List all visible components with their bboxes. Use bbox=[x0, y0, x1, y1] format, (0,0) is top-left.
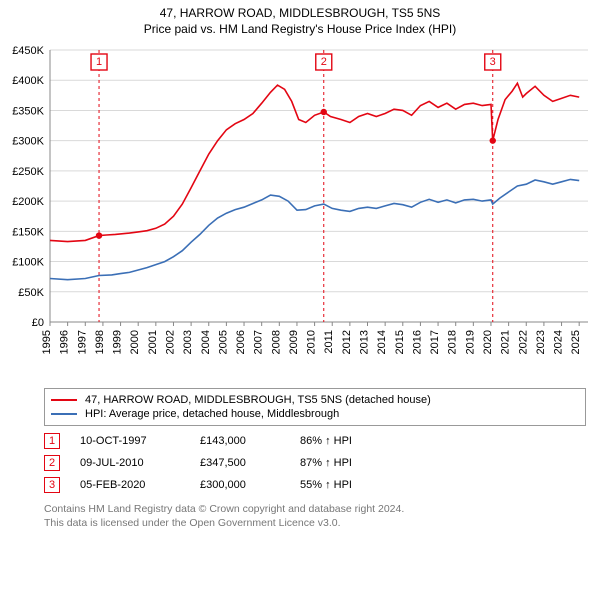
y-tick-label: £200K bbox=[12, 196, 44, 208]
x-tick-label: 1996 bbox=[59, 330, 71, 354]
x-tick-label: 2016 bbox=[411, 330, 423, 354]
chart-subtitle: Price paid vs. HM Land Registry's House … bbox=[0, 22, 600, 36]
chart-area: £0 £50K £100K £150K £200K £250K £300K £350K £400… bbox=[0, 42, 600, 382]
y-tick-label: £250K bbox=[12, 166, 44, 178]
event-flag-number: 3 bbox=[490, 56, 496, 68]
x-tick-label: 2006 bbox=[235, 330, 247, 354]
x-tick-label: 2019 bbox=[464, 330, 476, 354]
x-tick-label: 2012 bbox=[341, 330, 353, 354]
transaction-row: 3 05-FEB-2020 £300,000 55% ↑ HPI bbox=[44, 474, 586, 496]
transaction-price: £300,000 bbox=[200, 479, 280, 491]
y-tick-label: £400K bbox=[12, 75, 44, 87]
transaction-badge: 2 bbox=[44, 455, 60, 471]
x-tick-label: 2010 bbox=[306, 330, 318, 354]
footer-line-2: This data is licensed under the Open Gov… bbox=[44, 516, 586, 530]
event-marker bbox=[490, 137, 496, 143]
x-tick-label: 1998 bbox=[94, 330, 106, 354]
x-tick-label: 2003 bbox=[182, 330, 194, 354]
transaction-delta: 87% ↑ HPI bbox=[300, 457, 352, 469]
y-tick-label: £150K bbox=[12, 226, 44, 238]
legend-item: HPI: Average price, detached house, Midd… bbox=[51, 407, 579, 421]
transactions-table: 1 10-OCT-1997 £143,000 86% ↑ HPI 2 09-JUL-201… bbox=[44, 430, 586, 496]
y-tick-label: £100K bbox=[12, 257, 44, 269]
x-tick-label: 2008 bbox=[270, 330, 282, 354]
transaction-price: £143,000 bbox=[200, 435, 280, 447]
y-tick-label: £50K bbox=[18, 287, 44, 299]
legend-label: 47, HARROW ROAD, MIDDLESBROUGH, TS5 5NS … bbox=[85, 394, 431, 406]
x-tick-label: 1999 bbox=[112, 330, 124, 354]
x-tick-label: 2014 bbox=[376, 330, 388, 354]
legend-label: HPI: Average price, detached house, Midd… bbox=[85, 408, 339, 420]
x-tick-label: 2017 bbox=[429, 330, 441, 354]
transaction-delta: 55% ↑ HPI bbox=[300, 479, 352, 491]
x-tick-label: 2018 bbox=[447, 330, 459, 354]
x-tick-label: 2015 bbox=[394, 330, 406, 354]
x-tick-label: 1997 bbox=[76, 330, 88, 354]
x-tick-label: 2021 bbox=[500, 330, 512, 354]
transaction-badge: 3 bbox=[44, 477, 60, 493]
y-tick-label: £300K bbox=[12, 136, 44, 148]
footer-attribution: Contains HM Land Registry data © Crown c… bbox=[44, 502, 586, 530]
x-tick-label: 2007 bbox=[253, 330, 265, 354]
event-flag-number: 1 bbox=[96, 56, 102, 68]
x-tick-label: 2013 bbox=[359, 330, 371, 354]
transaction-row: 2 09-JUL-2010 £347,500 87% ↑ HPI bbox=[44, 452, 586, 474]
transaction-date: 05-FEB-2020 bbox=[80, 479, 180, 491]
event-marker bbox=[321, 109, 327, 115]
x-tick-label: 2002 bbox=[164, 330, 176, 354]
transaction-delta: 86% ↑ HPI bbox=[300, 435, 352, 447]
y-tick-label: £350K bbox=[12, 105, 44, 117]
x-tick-label: 2000 bbox=[129, 330, 141, 354]
x-tick-label: 2025 bbox=[570, 330, 582, 354]
x-tick-label: 2023 bbox=[535, 330, 547, 354]
y-tick-label: £0 bbox=[32, 317, 44, 329]
x-tick-label: 2024 bbox=[553, 330, 565, 354]
legend-swatch bbox=[51, 399, 77, 401]
event-marker bbox=[96, 232, 102, 238]
x-tick-label: 2001 bbox=[147, 330, 159, 354]
transaction-badge: 1 bbox=[44, 433, 60, 449]
x-tick-label: 2009 bbox=[288, 330, 300, 354]
transaction-date: 10-OCT-1997 bbox=[80, 435, 180, 447]
x-tick-label: 2004 bbox=[200, 330, 212, 354]
transaction-date: 09-JUL-2010 bbox=[80, 457, 180, 469]
chart-svg: £0 £50K £100K £150K £200K £250K £300K £350K £400… bbox=[0, 42, 600, 382]
legend: 47, HARROW ROAD, MIDDLESBROUGH, TS5 5NS … bbox=[44, 388, 586, 426]
x-tick-label: 1995 bbox=[41, 330, 53, 354]
event-flag-number: 2 bbox=[321, 56, 327, 68]
transaction-price: £347,500 bbox=[200, 457, 280, 469]
x-tick-label: 2011 bbox=[323, 330, 335, 354]
transaction-row: 1 10-OCT-1997 £143,000 86% ↑ HPI bbox=[44, 430, 586, 452]
x-tick-label: 2022 bbox=[517, 330, 529, 354]
x-tick-label: 2020 bbox=[482, 330, 494, 354]
chart-title: 47, HARROW ROAD, MIDDLESBROUGH, TS5 5NS bbox=[0, 6, 600, 20]
y-tick-label: £450K bbox=[12, 45, 44, 57]
footer-line-1: Contains HM Land Registry data © Crown c… bbox=[44, 502, 586, 516]
legend-item: 47, HARROW ROAD, MIDDLESBROUGH, TS5 5NS … bbox=[51, 393, 579, 407]
legend-swatch bbox=[51, 413, 77, 415]
x-tick-label: 2005 bbox=[217, 330, 229, 354]
